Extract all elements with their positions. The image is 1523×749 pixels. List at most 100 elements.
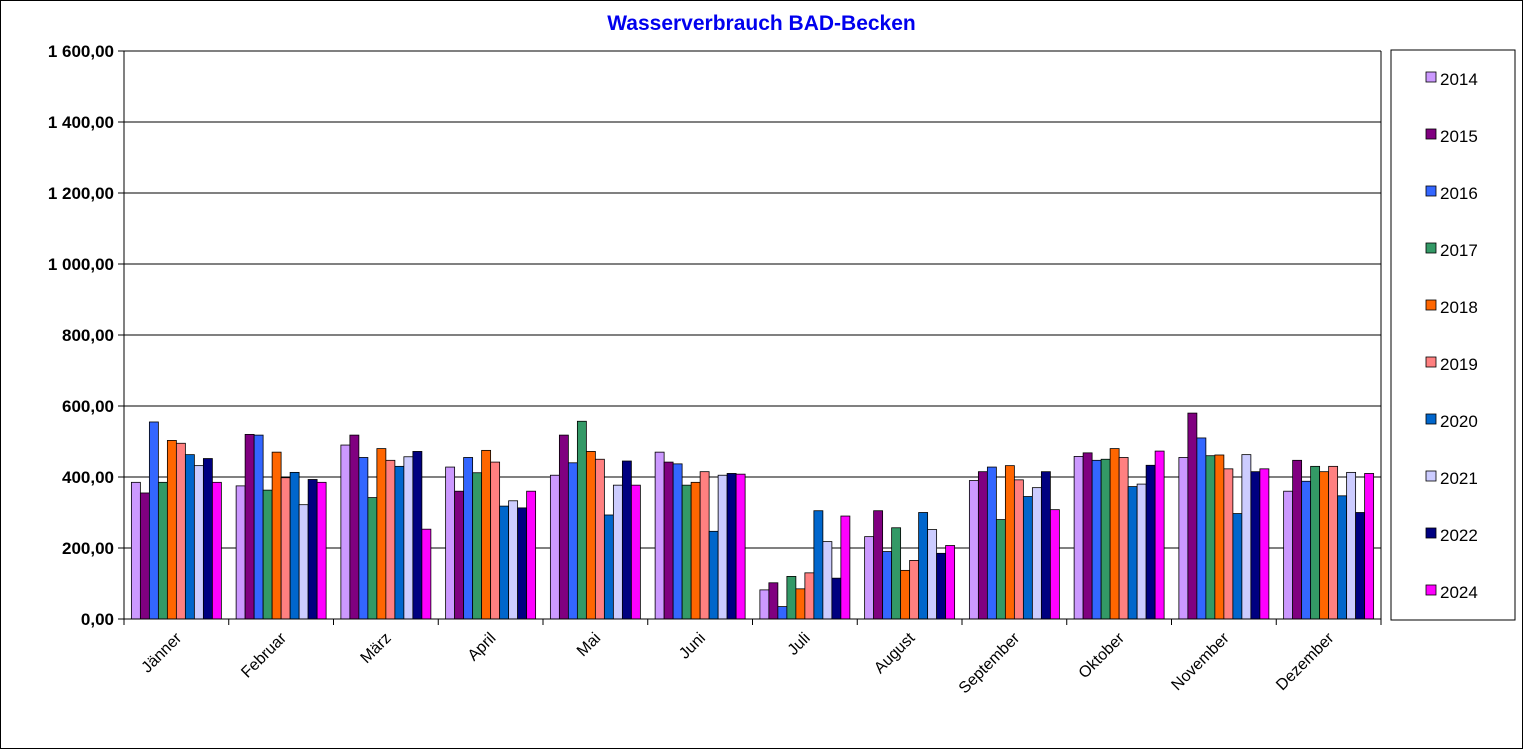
bar [349, 434, 360, 620]
bar [576, 420, 587, 620]
legend-entry: 2021 [1440, 469, 1478, 488]
bar [1082, 452, 1093, 620]
bar [1223, 468, 1234, 620]
bar [1319, 471, 1330, 620]
bar [1301, 480, 1312, 620]
bar [795, 588, 806, 620]
bar [298, 504, 309, 620]
chart-title: Wasserverbrauch BAD-Becken [607, 12, 916, 35]
bar [840, 515, 851, 620]
bar [235, 485, 246, 620]
bar [1346, 471, 1357, 620]
legend-entry: 2017 [1440, 241, 1478, 260]
bar [490, 461, 501, 620]
bar [1136, 483, 1147, 620]
legend-entry: 2016 [1440, 184, 1478, 203]
bar [977, 471, 988, 620]
bar [1013, 479, 1024, 620]
bar [340, 444, 351, 620]
x-tick-label: Februar [238, 629, 290, 681]
bar [1187, 412, 1198, 620]
bar [594, 458, 605, 620]
x-tick-label: Juli [785, 630, 814, 659]
bar [995, 519, 1006, 620]
bar [699, 471, 710, 620]
bar [1205, 455, 1216, 620]
x-tick-label: Oktober [1076, 629, 1129, 682]
bar [567, 462, 578, 620]
y-tick-label: 1 400,00 [48, 113, 114, 132]
bar [882, 551, 893, 620]
bar [585, 451, 596, 620]
bar [376, 448, 387, 620]
bar [1178, 457, 1189, 620]
bar [421, 528, 432, 620]
bar [663, 461, 674, 620]
bar [1241, 454, 1252, 620]
legend-swatch [1425, 356, 1437, 368]
bar [403, 456, 414, 620]
bar [202, 458, 213, 620]
bar [463, 457, 474, 620]
legend-swatch [1425, 128, 1437, 140]
bar [1196, 437, 1207, 620]
bar [148, 421, 159, 620]
bar [454, 490, 465, 620]
bar [211, 481, 222, 620]
bar [630, 484, 641, 620]
x-tick-label: April [465, 630, 500, 665]
y-tick-label: 400,00 [62, 468, 114, 487]
bar [786, 576, 797, 620]
y-tick-label: 1 600,00 [48, 42, 114, 61]
bar [1040, 471, 1051, 620]
bar [244, 433, 255, 620]
bar [735, 473, 746, 620]
bars [130, 412, 1375, 620]
bar [1049, 509, 1060, 620]
legend-entry: 2020 [1440, 412, 1478, 431]
bar [558, 434, 569, 620]
y-tick-label: 200,00 [62, 539, 114, 558]
bar [968, 480, 979, 620]
grid-lines [124, 50, 1381, 549]
bar [184, 454, 195, 620]
legend-swatch [1425, 527, 1437, 539]
bar [549, 474, 560, 620]
legend-swatch [1425, 413, 1437, 425]
bar [927, 529, 938, 620]
bar [412, 451, 423, 620]
y-tick-label: 0,00 [81, 610, 114, 629]
bar [672, 463, 683, 620]
bar [612, 484, 623, 620]
bar [166, 440, 177, 620]
bar [1031, 487, 1042, 620]
bar [1100, 458, 1111, 620]
bar [813, 510, 824, 620]
bar [864, 536, 875, 620]
bar [1292, 459, 1303, 620]
bar [445, 466, 456, 620]
bar [130, 481, 141, 620]
bar [654, 451, 665, 620]
bar [986, 466, 997, 620]
bar [1355, 512, 1366, 620]
bar [804, 572, 815, 620]
bar [936, 552, 947, 620]
bar [394, 465, 405, 620]
bar [621, 460, 632, 620]
legend-entry: 2014 [1440, 70, 1478, 89]
x-tick-label: März [358, 630, 395, 667]
bar [157, 481, 168, 620]
bar [307, 479, 318, 620]
bar [1364, 473, 1375, 620]
bar [909, 560, 920, 620]
y-tick-label: 1 000,00 [48, 255, 114, 274]
bar [1214, 454, 1225, 620]
bar [508, 500, 519, 620]
bar [385, 459, 396, 620]
y-tick-label: 800,00 [62, 326, 114, 345]
bar [717, 474, 728, 620]
bar [1004, 465, 1015, 620]
legend-swatch [1425, 71, 1437, 83]
